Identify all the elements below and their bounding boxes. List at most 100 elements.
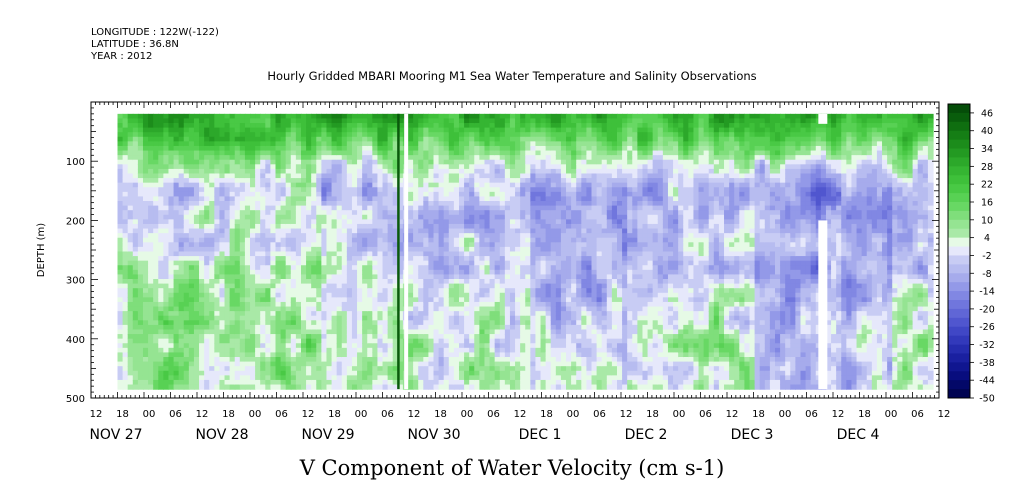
heatmap-cell xyxy=(234,370,241,376)
heatmap-cell xyxy=(530,113,537,120)
heatmap-cell xyxy=(255,233,261,239)
heatmap-cell xyxy=(127,320,134,326)
heatmap-cell xyxy=(290,288,297,294)
heatmap-cell xyxy=(300,223,307,230)
heatmap-cell xyxy=(443,164,450,170)
heatmap-cell xyxy=(489,279,496,285)
heatmap-cell xyxy=(525,370,531,376)
heatmap-cell xyxy=(428,178,435,184)
heatmap-cell xyxy=(280,118,287,124)
heatmap-cell xyxy=(280,196,287,202)
heatmap-cell xyxy=(214,320,221,326)
heatmap-cell xyxy=(311,159,317,165)
heatmap-cell xyxy=(418,246,424,253)
heatmap-cell xyxy=(234,178,241,184)
heatmap-cell xyxy=(464,306,470,312)
heatmap-cell xyxy=(234,164,241,170)
heatmap-cell xyxy=(122,260,129,266)
heatmap-cell xyxy=(428,324,435,331)
heatmap-cell xyxy=(392,292,399,298)
heatmap-cell xyxy=(520,173,526,179)
heatmap-cell xyxy=(244,228,251,234)
heatmap-cell xyxy=(443,361,450,367)
heatmap-cell xyxy=(224,187,231,193)
heatmap-cell xyxy=(520,150,526,156)
heatmap-cell xyxy=(255,279,261,285)
heatmap-cell xyxy=(300,159,307,165)
heatmap-cell xyxy=(392,201,399,207)
heatmap-cell xyxy=(458,191,465,198)
heatmap-cell xyxy=(479,136,486,142)
heatmap-cell xyxy=(515,136,521,142)
heatmap-cell xyxy=(209,320,215,326)
heatmap-cell xyxy=(346,191,353,198)
heatmap-cell xyxy=(127,205,134,211)
heatmap-cell xyxy=(219,127,226,133)
heatmap-cell xyxy=(275,113,282,120)
heatmap-cell xyxy=(122,182,129,188)
heatmap-cell xyxy=(351,379,358,386)
heatmap-cell xyxy=(469,118,475,124)
heatmap-cell xyxy=(433,223,440,230)
heatmap-cell xyxy=(148,223,154,230)
heatmap-cell xyxy=(204,343,210,349)
heatmap-cell xyxy=(346,246,353,253)
heatmap-cell xyxy=(321,352,328,358)
heatmap-cell xyxy=(331,214,338,220)
heatmap-cell xyxy=(413,164,419,170)
heatmap-cell xyxy=(423,150,430,156)
heatmap-cell xyxy=(306,357,312,363)
heatmap-cell xyxy=(199,219,205,225)
heatmap-cell xyxy=(316,283,322,289)
heatmap-cell xyxy=(321,315,328,321)
heatmap-cell xyxy=(423,324,430,331)
heatmap-cell xyxy=(193,118,200,124)
heatmap-cell xyxy=(265,343,272,349)
heatmap-cell xyxy=(469,352,475,358)
heatmap-cell xyxy=(418,233,424,239)
heatmap-cell xyxy=(280,320,287,326)
heatmap-cell xyxy=(336,132,343,138)
heatmap-cell xyxy=(392,320,399,326)
heatmap-cell xyxy=(275,150,282,156)
heatmap-cell xyxy=(255,306,261,312)
heatmap-cell xyxy=(219,306,226,312)
heatmap-cell xyxy=(183,384,190,390)
heatmap-cell xyxy=(183,279,190,285)
heatmap-cell xyxy=(484,357,491,363)
heatmap-cell xyxy=(504,168,511,175)
heatmap-cell xyxy=(372,260,379,266)
heatmap-cell xyxy=(158,127,164,133)
heatmap-cell xyxy=(351,201,358,207)
heatmap-cell xyxy=(300,233,307,239)
heatmap-cell xyxy=(260,347,266,354)
heatmap-cell xyxy=(117,375,124,381)
heatmap-cell xyxy=(489,306,496,312)
heatmap-cell xyxy=(290,274,297,280)
heatmap-cell xyxy=(346,379,353,386)
heatmap-cell xyxy=(418,260,424,266)
heatmap-cell xyxy=(158,311,164,317)
heatmap-cell xyxy=(509,297,516,303)
heatmap-cell xyxy=(397,173,404,179)
heatmap-cell xyxy=(504,329,511,335)
heatmap-cell xyxy=(148,205,154,211)
heatmap-cell xyxy=(515,315,521,321)
heatmap-cell xyxy=(316,260,322,266)
heatmap-cell xyxy=(132,127,139,133)
heatmap-cell xyxy=(372,141,379,147)
heatmap-cell xyxy=(453,352,460,358)
heatmap-cell xyxy=(158,136,164,142)
heatmap-cell xyxy=(311,182,317,188)
heatmap-cell xyxy=(351,113,358,120)
heatmap-cell xyxy=(397,306,404,312)
heatmap-cell xyxy=(295,155,302,161)
heatmap-cell xyxy=(326,279,333,285)
heatmap-cell xyxy=(265,145,272,152)
heatmap-cell xyxy=(509,205,516,211)
heatmap-cell xyxy=(351,260,358,266)
heatmap-cell xyxy=(362,384,368,390)
heatmap-cell xyxy=(183,366,190,372)
heatmap-cell xyxy=(244,265,251,271)
heatmap-cell xyxy=(479,141,486,147)
